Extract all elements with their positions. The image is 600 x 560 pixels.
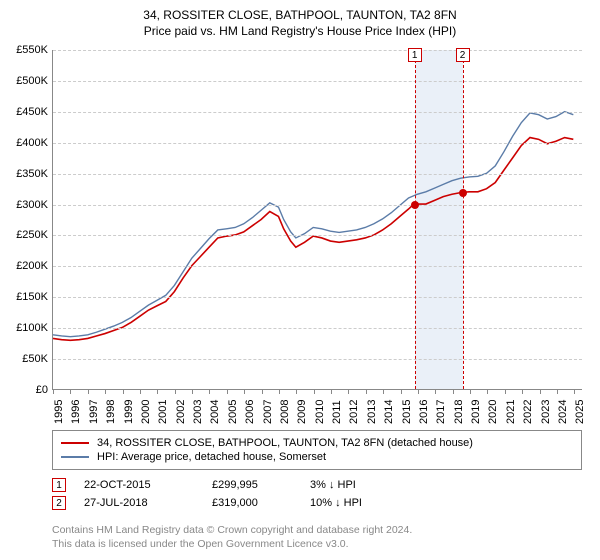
attribution: Contains HM Land Registry data © Crown c… [52,524,582,551]
series-hpi [53,112,573,337]
x-axis-label: 2000 [140,394,152,424]
x-axis-label: 2011 [331,394,343,424]
gridline [53,297,582,298]
x-axis-label: 2010 [314,394,326,424]
x-axis-label: 2025 [574,394,586,424]
sale-diff: 10% ↓ HPI [310,497,420,509]
y-axis-label: £150K [3,291,48,303]
chart-titles: 34, ROSSITER CLOSE, BATHPOOL, TAUNTON, T… [0,0,600,38]
event-line [463,50,464,389]
chart-lines [53,50,582,389]
sales-table: 1 22-OCT-2015 £299,995 3% ↓ HPI 2 27-JUL… [52,474,582,514]
attribution-line: This data is licensed under the Open Gov… [52,538,582,552]
x-axis-label: 2020 [487,394,499,424]
event-marker: 2 [456,48,470,62]
gridline [53,359,582,360]
x-axis-label: 1998 [105,394,117,424]
x-axis-label: 2015 [401,394,413,424]
x-axis-label: 1997 [88,394,100,424]
chart-subtitle: Price paid vs. HM Land Registry's House … [0,24,600,38]
sale-point [459,189,467,197]
y-axis-label: £350K [3,168,48,180]
sale-diff: 3% ↓ HPI [310,479,420,491]
x-axis-label: 2012 [348,394,360,424]
x-axis-label: 2005 [227,394,239,424]
sale-index-badge: 2 [52,496,66,510]
x-axis-label: 1995 [53,394,65,424]
y-axis-label: £400K [3,137,48,149]
x-axis-label: 2017 [435,394,447,424]
gridline [53,235,582,236]
y-axis-label: £50K [3,353,48,365]
x-axis-label: 2006 [244,394,256,424]
y-axis-label: £550K [3,44,48,56]
x-axis-label: 2002 [175,394,187,424]
attribution-line: Contains HM Land Registry data © Crown c… [52,524,582,538]
sale-point [411,201,419,209]
x-axis-label: 2024 [557,394,569,424]
gridline [53,205,582,206]
sale-price: £299,995 [212,479,292,491]
legend-label: HPI: Average price, detached house, Some… [97,451,326,463]
x-axis-label: 2016 [418,394,430,424]
series-price_paid [53,138,573,341]
chart-title: 34, ROSSITER CLOSE, BATHPOOL, TAUNTON, T… [0,8,600,22]
sale-date: 22-OCT-2015 [84,479,194,491]
y-axis-label: £200K [3,260,48,272]
x-axis-label: 2022 [522,394,534,424]
y-axis-label: £250K [3,229,48,241]
x-axis-label: 2008 [279,394,291,424]
y-axis-label: £500K [3,75,48,87]
gridline [53,112,582,113]
x-axis-label: 2021 [505,394,517,424]
x-axis-label: 2007 [262,394,274,424]
gridline [53,143,582,144]
event-line [415,50,416,389]
chart-container: 34, ROSSITER CLOSE, BATHPOOL, TAUNTON, T… [0,0,600,560]
sale-row: 1 22-OCT-2015 £299,995 3% ↓ HPI [52,478,582,492]
y-axis-label: £0 [3,384,48,396]
legend-item: 34, ROSSITER CLOSE, BATHPOOL, TAUNTON, T… [61,437,573,449]
gridline [53,266,582,267]
x-axis-label: 2003 [192,394,204,424]
gridline [53,81,582,82]
x-axis-label: 2001 [157,394,169,424]
gridline [53,50,582,51]
y-axis-label: £300K [3,199,48,211]
x-axis-label: 2023 [540,394,552,424]
x-axis-label: 2013 [366,394,378,424]
plot-area: £0£50K£100K£150K£200K£250K£300K£350K£400… [52,50,582,390]
sale-index-badge: 1 [52,478,66,492]
x-axis-label: 2018 [453,394,465,424]
legend: 34, ROSSITER CLOSE, BATHPOOL, TAUNTON, T… [52,430,582,470]
sale-price: £319,000 [212,497,292,509]
legend-swatch [61,442,89,444]
gridline [53,174,582,175]
x-axis-label: 1996 [70,394,82,424]
legend-label: 34, ROSSITER CLOSE, BATHPOOL, TAUNTON, T… [97,437,473,449]
y-axis-label: £450K [3,106,48,118]
sale-date: 27-JUL-2018 [84,497,194,509]
x-axis-label: 2019 [470,394,482,424]
legend-swatch [61,456,89,458]
event-marker: 1 [408,48,422,62]
x-axis-label: 2009 [296,394,308,424]
legend-item: HPI: Average price, detached house, Some… [61,451,573,463]
y-axis-label: £100K [3,322,48,334]
x-axis-label: 2004 [209,394,221,424]
sale-row: 2 27-JUL-2018 £319,000 10% ↓ HPI [52,496,582,510]
x-axis-label: 2014 [383,394,395,424]
x-axis-label: 1999 [123,394,135,424]
gridline [53,328,582,329]
